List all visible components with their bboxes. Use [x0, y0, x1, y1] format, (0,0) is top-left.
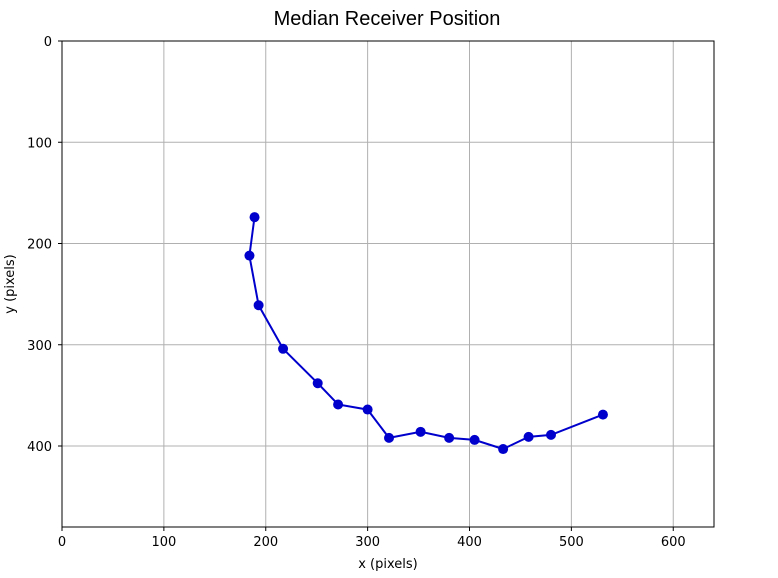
x-tick-label: 100: [151, 535, 176, 550]
y-tick-label: 200: [27, 238, 52, 253]
data-point: [384, 432, 395, 443]
y-tick-label: 400: [27, 440, 52, 455]
y-axis-label: y (pixels): [3, 254, 18, 314]
x-tick-label: 300: [355, 535, 380, 550]
x-tick-label: 0: [58, 535, 66, 550]
y-tick-label: 300: [27, 339, 52, 354]
data-point: [444, 432, 455, 443]
data-point: [546, 429, 556, 440]
y-tick-label: 0: [44, 35, 52, 50]
data-point: [312, 378, 323, 389]
data-point: [597, 409, 608, 420]
data-series: [244, 212, 608, 455]
x-axis-ticks: 0 100 200 300 400 500 600: [58, 527, 686, 550]
y-axis-ticks: 0 100 200 300 400: [27, 35, 62, 455]
grid: [61, 40, 714, 527]
series-line: [248, 217, 604, 451]
data-point: [523, 431, 534, 442]
data-point: [333, 399, 344, 410]
data-point: [244, 250, 255, 261]
chart-title: Median Receiver Position: [274, 8, 501, 30]
x-tick-label: 600: [661, 535, 686, 550]
x-tick-label: 400: [457, 535, 482, 550]
plot-frame: [61, 40, 715, 528]
data-point: [362, 404, 373, 415]
x-axis-label: x (pixels): [358, 557, 418, 572]
data-point: [278, 343, 289, 354]
data-point: [249, 212, 260, 223]
data-point: [415, 426, 426, 437]
x-tick-label: 200: [253, 535, 278, 550]
data-point: [498, 444, 509, 455]
data-point: [469, 434, 480, 445]
y-tick-label: 100: [27, 136, 52, 151]
data-point: [253, 300, 264, 311]
x-tick-label: 500: [559, 535, 584, 550]
